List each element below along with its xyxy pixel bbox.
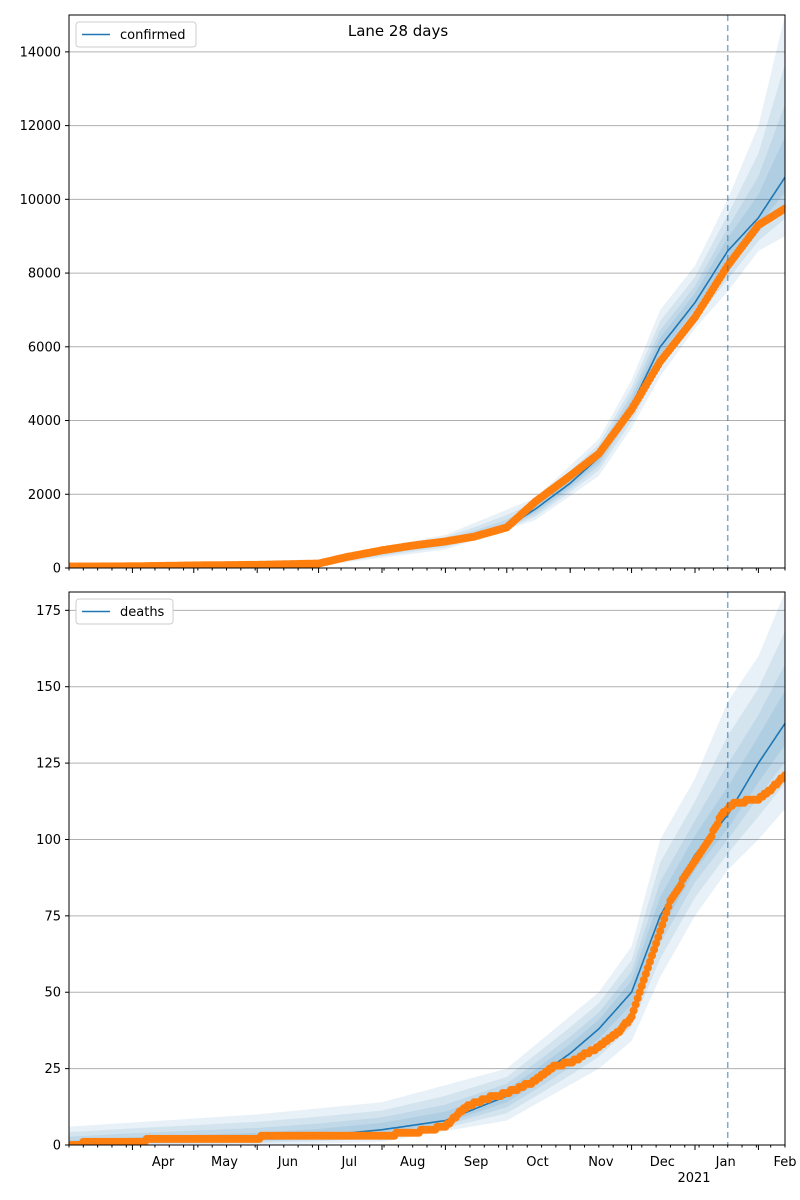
- observed-point: [656, 927, 665, 936]
- x-tick-label: Aug: [400, 1155, 425, 1170]
- observed-point: [654, 933, 663, 942]
- observed-point: [639, 976, 648, 984]
- x-tick-label: May: [211, 1155, 238, 1170]
- observed-point: [641, 969, 650, 978]
- observed-point: [629, 1006, 638, 1015]
- observed-point: [713, 820, 722, 829]
- legend-box: [75, 598, 174, 625]
- series-line-confirmed: [69, 176, 785, 568]
- y-tick-label: 100: [36, 833, 61, 848]
- y-tick-label: 8000: [28, 267, 61, 282]
- plot-area: [69, 592, 785, 1145]
- y-tick-label: 175: [36, 604, 61, 619]
- observed-point: [627, 1012, 636, 1021]
- legend-box: [75, 21, 197, 48]
- uncertainty-band: [69, 664, 785, 1145]
- y-tick-label: 75: [44, 909, 61, 924]
- x-tick-label: Sep: [464, 1155, 489, 1170]
- legend-label: confirmed: [120, 28, 186, 43]
- observed-point: [781, 771, 785, 780]
- y-tick-label: 125: [36, 757, 61, 772]
- y-tick-label: 10000: [20, 193, 61, 208]
- y-tick-label: 2000: [28, 488, 61, 503]
- x-tick-label: Dec: [650, 1155, 675, 1170]
- figure-title: Lane 28 days: [348, 22, 448, 40]
- plot-area: [69, 15, 785, 568]
- y-tick-label: 0: [53, 1139, 61, 1154]
- x-tick-label: Jul: [340, 1155, 357, 1170]
- observed-point: [643, 963, 652, 972]
- y-tick-label: 0: [53, 562, 61, 577]
- observed-point: [662, 908, 671, 917]
- y-tick-label: 14000: [20, 45, 61, 60]
- deaths-panel: 0 25 50 75 100 125 150 175 Apr May Jun Jul Aug Sep Oct…: [36, 591, 797, 1170]
- uncertainty-band: [69, 15, 785, 568]
- observed-point: [707, 832, 716, 841]
- observed-point: [658, 921, 667, 929]
- y-tick-label: 150: [36, 680, 61, 695]
- y-tick-label: 12000: [20, 119, 61, 134]
- observed-point: [650, 945, 659, 954]
- uncertainty-band: [69, 631, 785, 1145]
- x-tick-label: Nov: [588, 1155, 614, 1170]
- y-tick-label: 50: [44, 986, 61, 1001]
- y-tick-label: 25: [44, 1062, 61, 1077]
- observed-point: [781, 204, 785, 213]
- observed-point: [648, 951, 656, 960]
- legend-label: deaths: [120, 605, 165, 620]
- observed-point: [652, 939, 661, 948]
- observed-point: [660, 914, 669, 923]
- uncertainty-band: [69, 592, 785, 1145]
- observed-point: [633, 994, 642, 1003]
- x-tick-label: Jun: [277, 1155, 298, 1170]
- uncertainty-band: [69, 104, 785, 568]
- legend: deaths: [75, 598, 174, 625]
- x-tick-label: Feb: [773, 1155, 796, 1170]
- observed-point: [631, 1000, 640, 1009]
- observed-point: [676, 881, 685, 890]
- y-tick-label: 6000: [28, 340, 61, 355]
- observed-point: [637, 982, 646, 991]
- x-tick-label: Apr: [152, 1155, 175, 1170]
- observed-point: [664, 902, 673, 911]
- confirmed-panel: 0 2000 4000 6000 8000 10000 12000 14000 confirme…: [20, 14, 786, 577]
- x-tick-label: Jan: [715, 1155, 736, 1170]
- y-tick-label: 4000: [28, 414, 61, 429]
- x-axis-year-label: 2021: [677, 1171, 710, 1186]
- observed-point: [635, 988, 644, 997]
- observed-point: [646, 957, 654, 966]
- x-tick-label: Oct: [526, 1155, 548, 1170]
- legend: confirmed: [75, 21, 197, 48]
